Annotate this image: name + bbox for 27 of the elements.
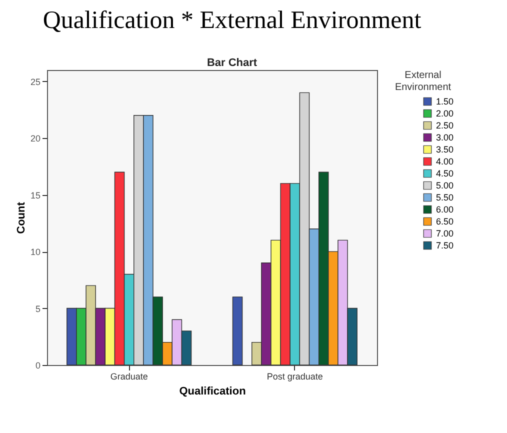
- legend-label: 7.00: [436, 228, 454, 238]
- legend-label: 2.50: [436, 120, 454, 130]
- x-axis-title: Qualification: [179, 386, 246, 398]
- y-tick-label: 20: [30, 134, 40, 144]
- legend-label: 4.50: [436, 168, 454, 178]
- y-tick-label: 10: [30, 247, 40, 258]
- legend-label: 7.50: [436, 240, 454, 250]
- x-tick-label: Post graduate: [266, 372, 323, 382]
- y-tick-label: 25: [30, 76, 40, 87]
- y-axis-title: Count: [15, 202, 28, 234]
- chart-subtitle: Bar Chart: [206, 57, 258, 69]
- y-tick-label: 15: [30, 190, 40, 200]
- legend-label: 4.00: [436, 156, 454, 166]
- legend-label: 6.50: [436, 216, 454, 226]
- y-tick-label: 5: [35, 304, 40, 314]
- legend-label: 6.00: [436, 204, 454, 214]
- y-tick-label: 0: [35, 360, 40, 370]
- legend-label: 5.50: [436, 192, 454, 202]
- legend-label: 1.50: [436, 96, 454, 106]
- chart-title: Qualification * External Environment: [42, 7, 422, 34]
- x-tick-label: Graduate: [110, 372, 148, 382]
- legend-label: 3.00: [436, 132, 454, 142]
- legend-label: 5.00: [436, 180, 454, 190]
- legend-title: External Environment: [394, 70, 452, 93]
- bar: [232, 296, 243, 366]
- legend-label: 2.00: [436, 108, 454, 118]
- legend-label: 3.50: [436, 144, 454, 154]
